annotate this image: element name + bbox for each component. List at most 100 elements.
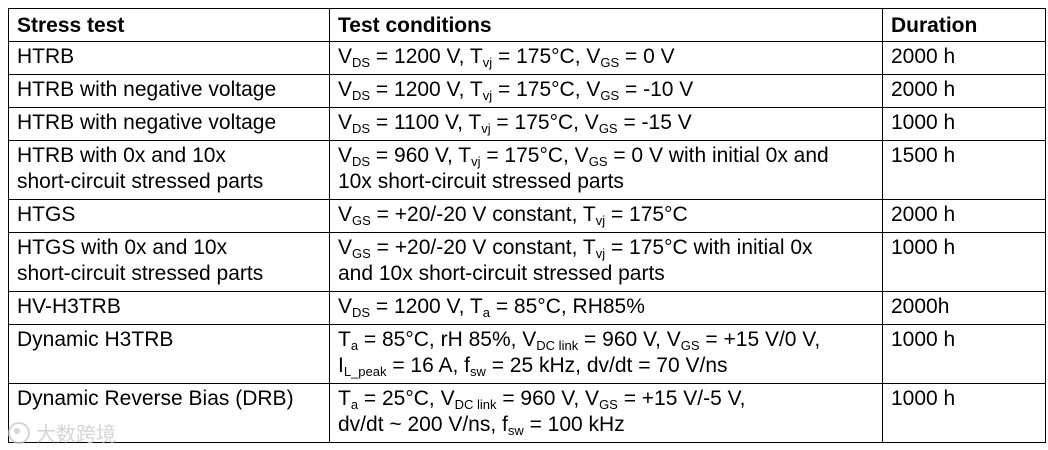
condition-text: = +20/-20 V constant, T xyxy=(370,203,596,226)
condition-text: V xyxy=(338,144,353,167)
watermark-text: 大数跨境 xyxy=(36,424,116,446)
header-test-conditions: Test conditions xyxy=(329,8,883,42)
condition-subscript: GS xyxy=(600,55,620,70)
condition-text: = +15 V/0 V, xyxy=(699,328,821,351)
stress-test-table: Stress test Test conditions Duration HTR… xyxy=(8,8,1046,443)
condition-subscript: sw xyxy=(507,423,524,438)
condition-line: and 10x short-circuit stressed parts xyxy=(338,261,874,287)
condition-text: = +20/-20 V constant, T xyxy=(370,236,596,259)
cell-duration: 1000 h xyxy=(882,383,1046,443)
table-body: HTRB VDS = 1200 V, Tvj = 175°C, VGS = 0 V… xyxy=(8,41,1046,443)
condition-line: VGS = +20/-20 V constant, Tvj = 175°C wi… xyxy=(338,235,874,261)
condition-subscript: DS xyxy=(352,55,371,70)
condition-text: V xyxy=(338,45,353,68)
header-duration: Duration xyxy=(882,8,1046,42)
cell-test-conditions: Ta = 85°C, rH 85%, VDC link = 960 V, VGS… xyxy=(329,324,883,384)
table-row: HV-H3TRB VDS = 1200 V, Ta = 85°C, RH85% 20… xyxy=(8,291,1046,325)
cell-duration: 1000 h xyxy=(882,324,1046,384)
condition-text: = 175°C with initial 0x xyxy=(605,236,813,259)
condition-text: = 960 V, V xyxy=(496,387,600,410)
cell-test-conditions: VDS = 1200 V, Tvj = 175°C, VGS = -10 V xyxy=(329,74,883,108)
table-row: Dynamic Reverse Bias (DRB) Ta = 25°C, VDC… xyxy=(8,383,1046,443)
condition-text: = 1100 V, T xyxy=(370,111,482,134)
stress-test-line: HTGS xyxy=(17,203,76,226)
condition-subscript: DS xyxy=(352,154,371,169)
condition-text: = -10 V xyxy=(619,78,694,101)
condition-text: = 85°C, rH 85%, V xyxy=(358,328,537,351)
condition-subscript: GS xyxy=(598,121,618,136)
cell-duration: 1500 h xyxy=(882,140,1046,200)
stress-test-line: Dynamic Reverse Bias (DRB) xyxy=(17,387,294,410)
condition-text: = 175°C xyxy=(605,203,688,226)
condition-text: = 960 V, V xyxy=(578,328,681,351)
condition-subscript: DS xyxy=(352,88,371,103)
condition-text: = 0 V xyxy=(619,45,675,68)
cell-stress-test: HTGS with 0x and 10x short-circuit stress… xyxy=(8,232,330,292)
cell-duration: 2000 h xyxy=(882,199,1046,233)
condition-line: Ta = 85°C, rH 85%, VDC link = 960 V, VGS… xyxy=(338,327,874,353)
stress-test-line: HTRB with 0x and 10x xyxy=(17,144,226,167)
condition-text: = +15 V/-5 V, xyxy=(617,387,746,410)
condition-text: = 175°C, V xyxy=(490,111,599,134)
cell-test-conditions: VGS = +20/-20 V constant, Tvj = 175°C xyxy=(329,199,883,233)
condition-line: IL_peak = 16 A, fsw = 25 kHz, dv/dt = 70… xyxy=(338,353,874,379)
condition-subscript: GS xyxy=(680,338,700,353)
cell-duration: 2000 h xyxy=(882,41,1046,75)
condition-text: T xyxy=(338,328,351,351)
condition-subscript: DC link xyxy=(536,338,579,353)
stress-test-line: HTRB xyxy=(17,45,75,68)
condition-subscript: a xyxy=(482,305,490,320)
stress-test-line: HTRB with negative voltage xyxy=(17,111,277,134)
condition-subscript: sw xyxy=(469,364,486,379)
cell-stress-test: HTRB xyxy=(8,41,330,75)
cell-duration: 2000h xyxy=(882,291,1046,325)
condition-text: = 0 V with initial 0x and xyxy=(607,144,829,167)
table-row: HTGS VGS = +20/-20 V constant, Tvj = 175°… xyxy=(8,199,1046,233)
cell-duration: 1000 h xyxy=(882,232,1046,292)
condition-text: = 1200 V, T xyxy=(370,78,483,101)
condition-subscript: GS xyxy=(599,397,618,412)
condition-line: VDS = 1200 V, Tvj = 175°C, VGS = -10 V xyxy=(338,77,874,103)
condition-subscript: vj xyxy=(595,213,606,228)
condition-subscript: GS xyxy=(588,154,608,169)
condition-text: and 10x short-circuit stressed parts xyxy=(338,262,665,285)
condition-line: Ta = 25°C, VDC link = 960 V, VGS = +15 V… xyxy=(338,386,874,412)
condition-text: V xyxy=(338,78,353,101)
cell-test-conditions: VDS = 960 V, Tvj = 175°C, VGS = 0 V with… xyxy=(329,140,883,200)
condition-text: = 25 kHz, dv/dt = 70 V/ns xyxy=(485,354,728,377)
cell-stress-test: HTRB with negative voltage xyxy=(8,107,330,141)
condition-text: = 175°C, V xyxy=(480,144,589,167)
cell-test-conditions: Ta = 25°C, VDC link = 960 V, VGS = +15 V… xyxy=(329,383,883,443)
condition-text: = 960 V, T xyxy=(370,144,472,167)
condition-subscript: GS xyxy=(600,88,620,103)
condition-text: = 100 kHz xyxy=(523,413,625,436)
header-stress-test: Stress test xyxy=(8,8,330,42)
condition-line: VDS = 1200 V, Tvj = 175°C, VGS = 0 V xyxy=(338,44,874,70)
cell-stress-test: HV-H3TRB xyxy=(8,291,330,325)
table-row: HTRB VDS = 1200 V, Tvj = 175°C, VGS = 0 V… xyxy=(8,41,1046,75)
condition-subscript: L_peak xyxy=(343,364,387,379)
stress-test-line: HV-H3TRB xyxy=(17,295,121,318)
stress-test-line: HTGS with 0x and 10x xyxy=(17,236,228,259)
watermark: 大数跨境 xyxy=(8,418,116,447)
cell-test-conditions: VDS = 1200 V, Ta = 85°C, RH85% xyxy=(329,291,883,325)
cell-test-conditions: VDS = 1200 V, Tvj = 175°C, VGS = 0 V xyxy=(329,41,883,75)
condition-subscript: DC link xyxy=(454,397,497,412)
condition-subscript: GS xyxy=(352,213,371,228)
condition-subscript: a xyxy=(350,338,359,353)
condition-text: V xyxy=(338,295,353,318)
condition-text: = 175°C, V xyxy=(492,78,601,101)
condition-subscript: a xyxy=(350,397,359,412)
condition-line: VDS = 960 V, Tvj = 175°C, VGS = 0 V with… xyxy=(338,143,874,169)
stress-test-line: short-circuit stressed parts xyxy=(17,170,264,193)
condition-text: 10x short-circuit stressed parts xyxy=(338,170,624,193)
condition-text: = -15 V xyxy=(617,111,692,134)
cell-test-conditions: VDS = 1100 V, Tvj = 175°C, VGS = -15 V xyxy=(329,107,883,141)
condition-text: = 1200 V, T xyxy=(370,45,483,68)
condition-subscript: vj xyxy=(481,121,491,136)
cell-duration: 1000 h xyxy=(882,107,1046,141)
condition-text: = 1200 V, T xyxy=(370,295,483,318)
condition-text: = 85°C, RH85% xyxy=(490,295,645,318)
condition-text: = 175°C, V xyxy=(492,45,601,68)
table-row: Dynamic H3TRB Ta = 85°C, rH 85%, VDC link… xyxy=(8,324,1046,384)
